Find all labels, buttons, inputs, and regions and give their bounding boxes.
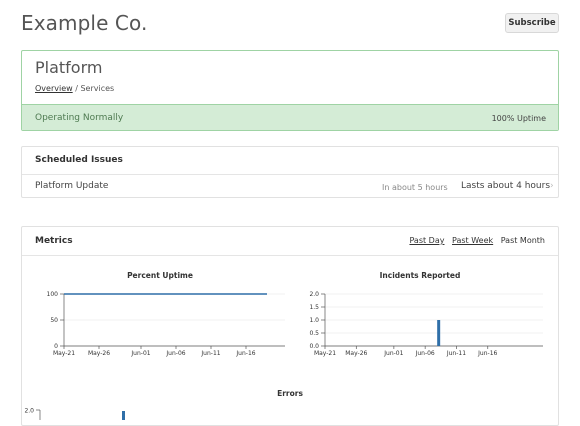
breadcrumb-overview-link[interactable]: Overview [35, 84, 73, 93]
status-bar: Operating Normally 100% Uptime [22, 104, 558, 130]
breadcrumb-separator: / [72, 84, 81, 93]
metrics-title: Metrics [35, 236, 73, 246]
issues-title: Scheduled Issues [35, 155, 123, 165]
range-selector: Past Day Past Week Past Month [404, 236, 545, 245]
brand-name: Example Co. [21, 11, 148, 35]
chevron-right-icon: › [550, 181, 554, 191]
range-past-day[interactable]: Past Day [409, 236, 445, 245]
page-header: Example Co. Subscribe [0, 0, 580, 50]
issue-time: In about 5 hours [382, 183, 448, 192]
metrics-header: Metrics Past Day Past Week Past Month [22, 227, 558, 256]
issue-name: Platform Update [35, 181, 109, 191]
metrics-panel: Metrics Past Day Past Week Past Month [21, 226, 559, 426]
platform-status-panel: Platform Overview / Services Operating N… [21, 50, 559, 131]
issue-row[interactable]: Platform Update In about 5 hours Lasts a… [22, 176, 558, 198]
range-past-week[interactable]: Past Week [452, 236, 494, 245]
breadcrumb: Overview / Services [35, 84, 114, 93]
issue-duration: Lasts about 4 hours [461, 181, 551, 191]
scheduled-issues-panel: Scheduled Issues Platform Update In abou… [21, 146, 559, 198]
subscribe-button[interactable]: Subscribe [505, 13, 559, 33]
uptime-badge: 100% Uptime [491, 114, 546, 123]
breadcrumb-current: Services [80, 84, 115, 93]
page-title: Platform [35, 58, 103, 77]
status-text: Operating Normally [35, 113, 124, 123]
range-past-month[interactable]: Past Month [500, 236, 545, 245]
issues-header: Scheduled Issues [22, 147, 558, 175]
